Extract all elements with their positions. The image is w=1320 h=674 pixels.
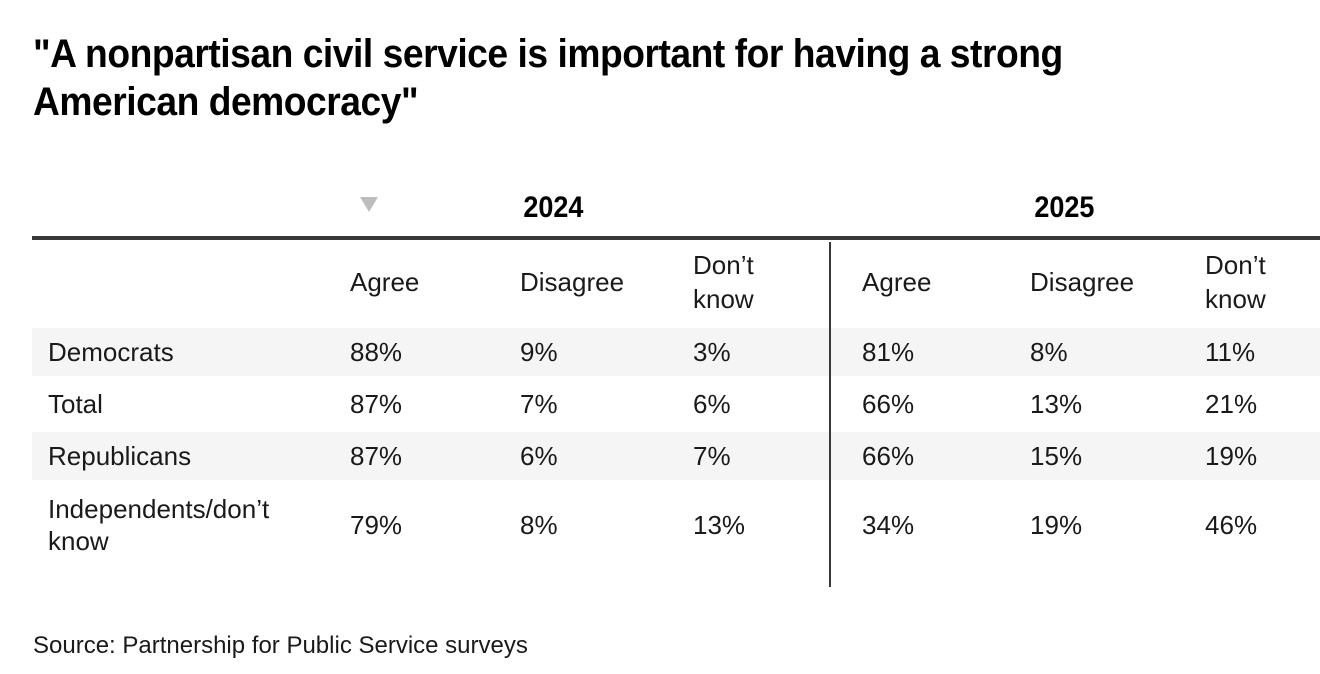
- page-title-line-2: American democracy": [33, 78, 1140, 126]
- year-header-2025-text: 2025: [1034, 191, 1095, 224]
- cell-2024-disagree: 9%: [504, 324, 677, 378]
- cell-2024-dont-know: 13%: [677, 480, 830, 566]
- column-header-row: Agree Disagree Don’t know Agree Disagree…: [32, 238, 1320, 326]
- cell-2024-dont-know: 3%: [677, 324, 830, 378]
- row-label: Republicans: [32, 428, 334, 482]
- year-header-row: 2024 2025: [32, 180, 1320, 240]
- cell-2025-agree: 81%: [829, 324, 1015, 378]
- year-header-2024-text: 2024: [523, 191, 584, 224]
- year-header-2025: 2025: [829, 180, 1320, 240]
- col-header-2025-dont-know-text: Don’t know: [1205, 250, 1266, 314]
- col-header-2024-agree[interactable]: Agree: [350, 267, 420, 297]
- cell-2025-dont-know: 19%: [1189, 428, 1320, 482]
- cell-2024-dont-know: 6%: [677, 376, 830, 430]
- cell-2025-disagree: 8%: [1014, 324, 1190, 378]
- cell-2025-disagree: 13%: [1014, 376, 1190, 430]
- cell-2025-dont-know: 21%: [1189, 376, 1320, 430]
- cell-2025-disagree: 19%: [1014, 480, 1190, 566]
- col-header-2024-disagree[interactable]: Disagree: [520, 267, 625, 297]
- row-label-header: [32, 238, 334, 326]
- col-header-2024-dont-know-text: Don’t know: [693, 250, 754, 314]
- cell-2024-disagree: 7%: [504, 376, 677, 430]
- survey-results-table: 2024 2025 Agree Disagree Don’t know Agre…: [32, 180, 1320, 566]
- page-title-line-1-text: "A nonpartisan civil service is importan…: [33, 32, 1063, 76]
- year-header-2024: 2024: [334, 180, 830, 240]
- col-header-2025-dont-know[interactable]: Don’t know: [1189, 238, 1320, 326]
- cell-2024-disagree: 8%: [504, 480, 677, 566]
- page-title: "A nonpartisan civil service is importan…: [33, 30, 1140, 126]
- cell-2025-dont-know: 11%: [1189, 324, 1320, 378]
- page-title-line-2-text: American democracy": [33, 80, 419, 124]
- cell-2025-agree: 66%: [829, 428, 1015, 482]
- cell-2024-dont-know: 7%: [677, 428, 830, 482]
- row-label: Total: [32, 376, 334, 430]
- cell-2024-agree: 87%: [334, 428, 504, 482]
- cell-2024-disagree: 6%: [504, 428, 677, 482]
- col-header-2025-disagree[interactable]: Disagree: [1030, 267, 1135, 297]
- cell-2024-agree: 88%: [334, 324, 504, 378]
- cell-2025-agree: 34%: [829, 480, 1015, 566]
- cell-2024-agree: 87%: [334, 376, 504, 430]
- table-row-independents: Independents/don’t know 79% 8% 13% 34% 1…: [32, 480, 1320, 566]
- table-row-republicans: Republicans 87% 6% 7% 66% 15% 19%: [32, 428, 1320, 482]
- cell-2025-dont-know: 46%: [1189, 480, 1320, 566]
- cell-2025-disagree: 15%: [1014, 428, 1190, 482]
- row-label: Independents/don’t know: [32, 480, 334, 566]
- cell-2025-agree: 66%: [829, 376, 1015, 430]
- col-header-2024-dont-know[interactable]: Don’t know: [677, 238, 829, 326]
- cell-2024-agree: 79%: [334, 480, 504, 566]
- table-row-democrats: Democrats 88% 9% 3% 81% 8% 11%: [32, 324, 1320, 378]
- row-label: Democrats: [32, 324, 334, 378]
- year-group-divider: [829, 242, 831, 587]
- page-title-line-1: "A nonpartisan civil service is importan…: [33, 30, 1140, 78]
- year-header-spacer: [32, 180, 334, 240]
- source-attribution: Source: Partnership for Public Service s…: [33, 632, 528, 659]
- table-row-total: Total 87% 7% 6% 66% 13% 21%: [32, 376, 1320, 430]
- col-header-2025-agree[interactable]: Agree: [862, 267, 932, 297]
